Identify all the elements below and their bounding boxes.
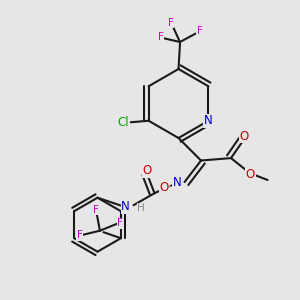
Text: F: F	[196, 26, 202, 37]
Text: F: F	[77, 230, 83, 240]
Text: N: N	[204, 114, 213, 127]
Text: F: F	[168, 17, 174, 28]
Text: O: O	[246, 167, 255, 181]
Text: F: F	[117, 218, 123, 228]
Text: O: O	[240, 130, 249, 143]
Text: F: F	[158, 32, 164, 43]
Text: O: O	[142, 164, 152, 177]
Text: N: N	[173, 176, 182, 189]
Text: Cl: Cl	[117, 116, 129, 129]
Text: F: F	[93, 205, 99, 215]
Text: O: O	[159, 181, 169, 194]
Text: N: N	[121, 200, 130, 213]
Text: H: H	[137, 203, 145, 213]
